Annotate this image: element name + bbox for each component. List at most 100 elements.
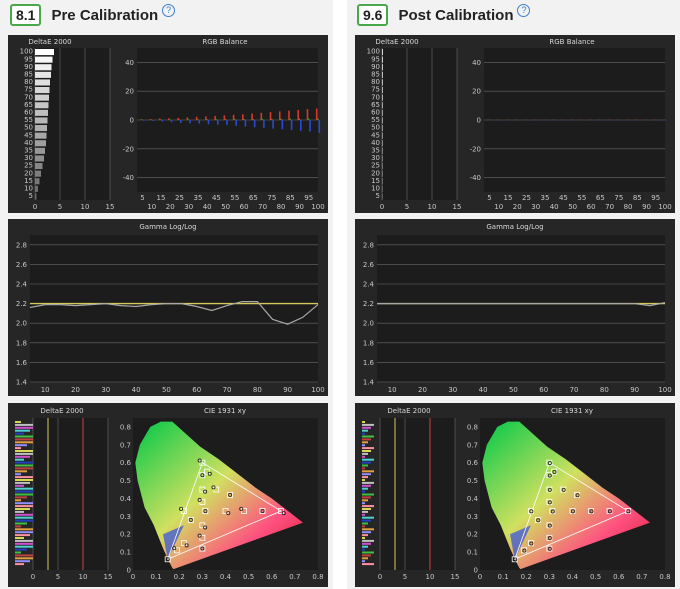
gamma-plot-area bbox=[377, 235, 665, 382]
grayscale-de-y-tick: 70 bbox=[371, 93, 380, 101]
help-icon[interactable]: ? bbox=[162, 3, 176, 17]
color-de-bar bbox=[362, 461, 371, 464]
rgb-balance-x-tick-odd: 65 bbox=[249, 194, 258, 202]
rgb-balance-x-tick-even: 40 bbox=[550, 203, 559, 211]
rgb-balance-x-tick-even: 90 bbox=[642, 203, 651, 211]
rgb-balance-x-tick-odd: 65 bbox=[596, 194, 605, 202]
color-de-bar bbox=[15, 525, 21, 528]
rgb-balance-x-tick-odd: 15 bbox=[504, 194, 513, 202]
cie-target-marker bbox=[164, 556, 171, 563]
color-de-bar bbox=[362, 476, 368, 479]
cie-target-marker bbox=[199, 534, 206, 541]
post-calibration-title: Post Calibration bbox=[398, 6, 514, 24]
cie-x-tick: 0.2 bbox=[521, 573, 532, 581]
cie-measured-point bbox=[607, 509, 612, 514]
rgb-balance-x-tick-odd: 55 bbox=[230, 194, 239, 202]
gamma-y-tick: 1.8 bbox=[363, 339, 374, 347]
grayscale-de-y-tick: 20 bbox=[371, 169, 380, 177]
grayscale-de-x-tick: 15 bbox=[453, 203, 462, 211]
grayscale-de-bar bbox=[382, 193, 383, 200]
grayscale-de-y-tick: 70 bbox=[24, 93, 33, 101]
gamma-x-tick: 50 bbox=[162, 386, 171, 394]
cie-x-tick: 0.4 bbox=[567, 573, 579, 581]
grayscale-de-x-tick: 10 bbox=[81, 203, 90, 211]
color-de-bar bbox=[15, 537, 24, 539]
grayscale-de-y-tick: 75 bbox=[24, 86, 33, 94]
rgb-balance-x-tick-even: 100 bbox=[658, 203, 671, 211]
grayscale-de-y-tick: 10 bbox=[24, 185, 33, 193]
color-de-bar bbox=[362, 481, 374, 484]
cie-target-marker bbox=[546, 486, 553, 493]
rgb-balance-x-tick-even: 10 bbox=[147, 203, 156, 211]
cie-target-marker bbox=[527, 540, 534, 547]
grayscale-de-bar bbox=[382, 125, 383, 132]
color-de-bar bbox=[362, 563, 374, 566]
grayscale-de-y-tick: 55 bbox=[24, 116, 33, 124]
grayscale-de-y-tick: 100 bbox=[367, 48, 380, 56]
gamma-x-tick: 30 bbox=[101, 386, 110, 394]
grayscale-de-bar bbox=[35, 163, 43, 170]
color-de-x-tick: 10 bbox=[426, 573, 435, 581]
cie-measured-point bbox=[211, 485, 216, 490]
color-de-bar bbox=[362, 487, 368, 490]
cie-title: CIE 1931 xy bbox=[204, 407, 246, 415]
grayscale-de-y-tick: 15 bbox=[24, 177, 33, 185]
gamma-x-tick: 50 bbox=[509, 386, 518, 394]
color-de-bar bbox=[362, 496, 371, 499]
help-icon[interactable]: ? bbox=[517, 3, 531, 17]
cie-x-tick: 0.3 bbox=[544, 573, 555, 581]
rgb-balance-y-tick: -20 bbox=[470, 145, 481, 153]
rgb-balance-x-tick-even: 40 bbox=[203, 203, 212, 211]
rgb-balance-x-tick-odd: 15 bbox=[157, 194, 166, 202]
color-de-bar bbox=[15, 548, 27, 551]
grayscale-de-x-tick: 5 bbox=[58, 203, 62, 211]
gamma-x-tick: 30 bbox=[448, 386, 457, 394]
grayscale-de-y-tick: 95 bbox=[24, 55, 33, 63]
color-de-bar bbox=[15, 487, 33, 490]
cie-target-marker bbox=[574, 491, 581, 498]
color-de-bar bbox=[362, 423, 374, 426]
cie-measured-point bbox=[179, 506, 184, 511]
grayscale-de-bar bbox=[35, 155, 44, 162]
color-de-plot-area bbox=[380, 418, 455, 570]
color-de-bar bbox=[15, 551, 21, 554]
cie-target-marker bbox=[546, 499, 553, 505]
color-de-x-tick: 0 bbox=[31, 573, 35, 581]
cie-target-marker bbox=[204, 468, 210, 475]
grayscale-de-bar bbox=[35, 185, 38, 192]
color-de-bar bbox=[362, 519, 371, 522]
cie-y-tick: 0.2 bbox=[120, 531, 131, 539]
cie-measured-point bbox=[197, 533, 202, 538]
color-de-bar bbox=[15, 534, 30, 537]
cie-y-tick: 0.5 bbox=[120, 477, 131, 485]
gamma-y-tick: 2.2 bbox=[16, 300, 27, 308]
color-de-bar bbox=[15, 441, 33, 444]
gamma-x-tick: 20 bbox=[71, 386, 80, 394]
grayscale-de-bar bbox=[35, 49, 54, 56]
grayscale-de-bar bbox=[35, 132, 47, 139]
color-de-bar bbox=[362, 464, 368, 467]
grayscale-de-y-tick: 35 bbox=[371, 147, 380, 155]
cie-measured-point bbox=[207, 471, 212, 476]
rgb-balance-x-tick-even: 80 bbox=[277, 203, 286, 211]
grayscale-de-bar bbox=[382, 56, 383, 63]
grayscale-de-bar bbox=[35, 109, 48, 116]
cie-target-marker bbox=[511, 556, 518, 563]
cie-measured-point bbox=[228, 492, 233, 497]
color-de-bar bbox=[362, 542, 371, 545]
cie-target-marker bbox=[588, 508, 594, 514]
color-de-bar bbox=[15, 542, 33, 545]
cie-x-tick: 0.8 bbox=[659, 573, 670, 581]
color-de-bar bbox=[15, 499, 21, 502]
rgb-balance-x-tick-even: 60 bbox=[587, 203, 596, 211]
grayscale-de-title: DeltaE 2000 bbox=[28, 38, 71, 46]
color-de-bar bbox=[15, 516, 33, 519]
cie-target-marker bbox=[569, 508, 576, 514]
cie-measured-point bbox=[226, 511, 231, 516]
gamma-y-tick: 1.4 bbox=[363, 379, 375, 387]
grayscale-de-bar bbox=[35, 117, 48, 124]
rgb-balance-y-tick: 0 bbox=[130, 117, 134, 125]
grayscale-de-bar bbox=[35, 125, 47, 132]
